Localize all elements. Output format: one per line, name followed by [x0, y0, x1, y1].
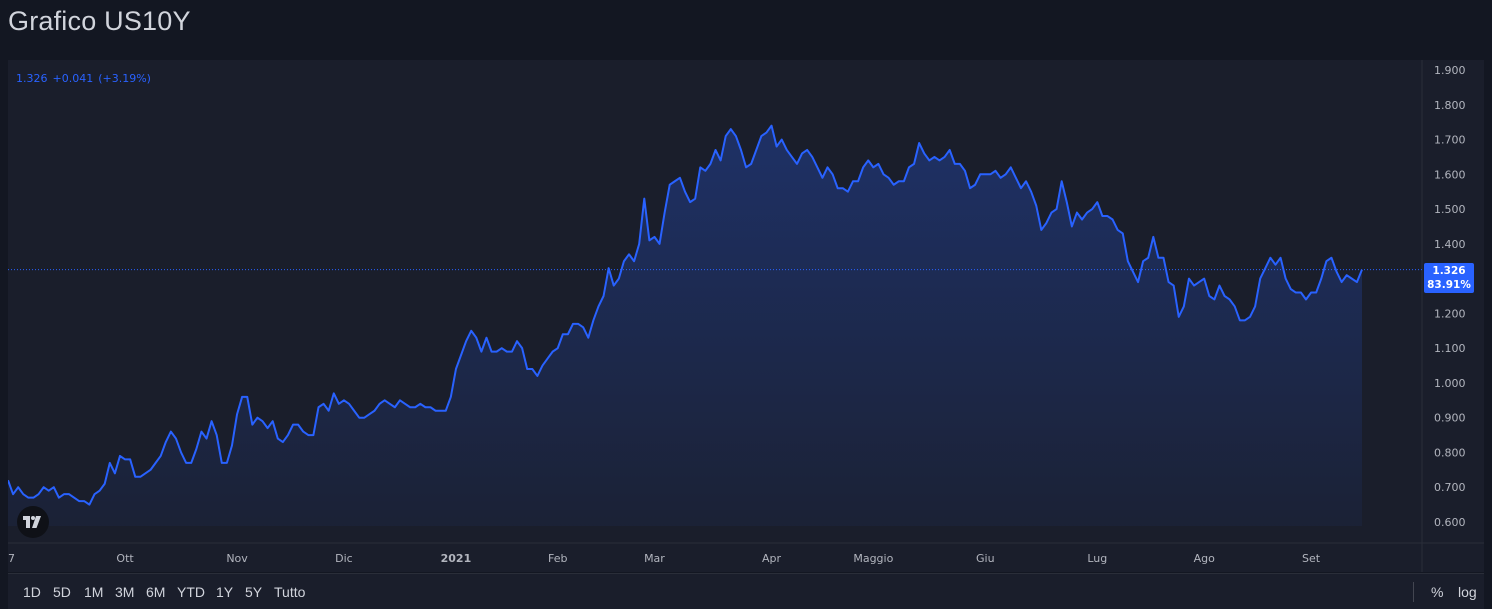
tradingview-logo-icon[interactable]	[17, 506, 49, 538]
range-button-5y[interactable]: 5Y	[245, 584, 263, 600]
y-tick-label: 1.500	[1434, 203, 1466, 216]
last-price-badge: 1.326 83.91%	[1424, 263, 1474, 293]
x-tick-label: Mar	[644, 552, 665, 565]
y-tick-label: 1.000	[1434, 377, 1466, 390]
y-tick-label: 1.400	[1434, 238, 1466, 251]
y-tick-label: 1.800	[1434, 99, 1466, 112]
series-area-fill	[8, 125, 1362, 526]
x-tick-label: Ago	[1194, 552, 1216, 565]
page-title: Grafico US10Y	[8, 6, 191, 36]
x-tick-label: Ott	[116, 552, 134, 565]
legend-change: +0.041	[52, 72, 94, 85]
legend-value: 1.326	[16, 72, 48, 85]
range-toolbar: 1D 5D 1M 3M 6M YTD 1Y 5Y Tutto % log	[8, 573, 1484, 609]
y-tick-label: 0.600	[1434, 516, 1466, 529]
x-tick-label: Giu	[976, 552, 995, 565]
range-button-ytd[interactable]: YTD	[177, 584, 205, 600]
badge-price: 1.326	[1432, 265, 1466, 277]
y-tick-label: 1.900	[1434, 64, 1466, 77]
chart-panel[interactable]: 1.9001.8001.7001.6001.5001.4001.3001.200…	[8, 60, 1484, 572]
range-button-1m[interactable]: 1M	[84, 584, 104, 600]
range-button-all[interactable]: Tutto	[274, 584, 306, 600]
x-tick-label: Feb	[548, 552, 567, 565]
tradingview-logo-glyph	[23, 516, 41, 528]
x-tick-label: Lug	[1087, 552, 1107, 565]
range-button-5d[interactable]: 5D	[53, 584, 71, 600]
x-axis: 7 Ott Nov Dic 2021 Feb Mar Apr Maggio Giu Lug Ago Se…	[8, 552, 1321, 565]
x-tick-label: 2021	[441, 552, 472, 565]
legend-change-pct: (+3.19%)	[98, 72, 151, 85]
price-chart[interactable]: 1.9001.8001.7001.6001.5001.4001.3001.200…	[8, 60, 1484, 572]
x-tick-label: Maggio	[853, 552, 893, 565]
series-line	[8, 124, 1363, 506]
price-legend: 1.326 +0.041 (+3.19%)	[16, 72, 156, 85]
x-tick-label: Apr	[762, 552, 782, 565]
x-tick-label: 7	[8, 552, 15, 565]
x-tick-label: Nov	[226, 552, 248, 565]
y-tick-label: 0.900	[1434, 412, 1466, 425]
y-tick-label: 1.700	[1434, 134, 1466, 147]
y-tick-label: 0.700	[1434, 481, 1466, 494]
range-button-1d[interactable]: 1D	[23, 584, 41, 600]
y-axis: 1.9001.8001.7001.6001.5001.4001.3001.200…	[1434, 64, 1466, 529]
x-tick-label: Dic	[335, 552, 353, 565]
y-tick-label: 1.600	[1434, 168, 1466, 181]
percent-scale-toggle[interactable]: %	[1431, 584, 1444, 600]
range-button-6m[interactable]: 6M	[146, 584, 166, 600]
y-tick-label: 1.200	[1434, 307, 1466, 320]
badge-percent: 83.91%	[1427, 279, 1471, 291]
y-tick-label: 0.800	[1434, 446, 1466, 459]
x-tick-label: Set	[1302, 552, 1321, 565]
toolbar-divider	[1413, 582, 1414, 602]
range-button-1y[interactable]: 1Y	[216, 584, 234, 600]
range-button-3m[interactable]: 3M	[115, 584, 135, 600]
log-scale-toggle[interactable]: log	[1458, 584, 1477, 600]
y-tick-label: 1.100	[1434, 342, 1466, 355]
